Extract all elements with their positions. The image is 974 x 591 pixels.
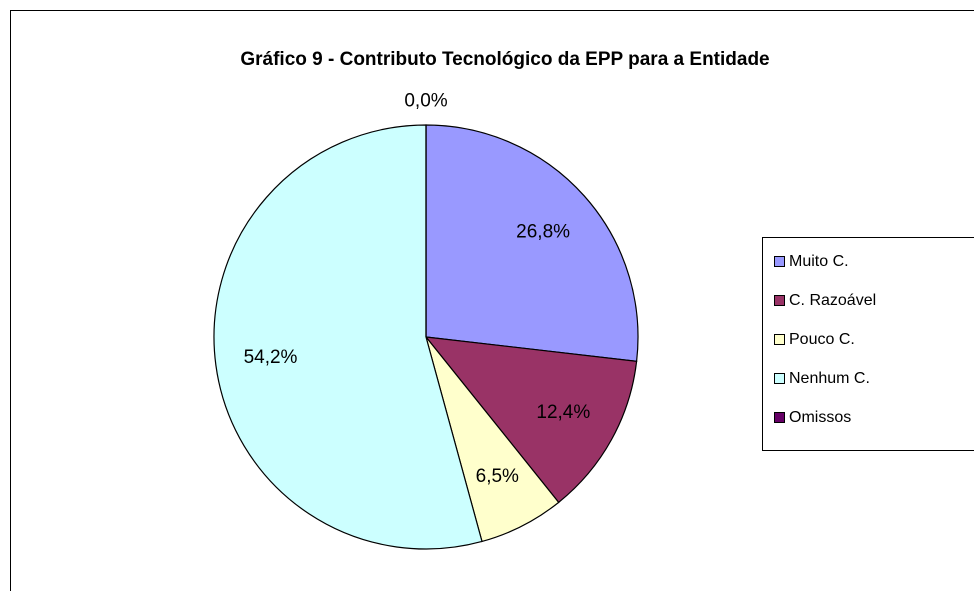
data-label: 26,8%: [516, 222, 570, 243]
legend-swatch: [774, 256, 785, 267]
data-label: 0,0%: [404, 91, 447, 112]
legend-swatch: [774, 334, 785, 345]
chart-title: Gráfico 9 - Contributo Tecnológico da EP…: [240, 49, 769, 70]
legend-swatch: [774, 295, 785, 306]
legend-label: Pouco C.: [789, 331, 855, 348]
legend: [762, 237, 974, 451]
legend-label: Muito C.: [789, 253, 849, 270]
pie-slice: [424, 336, 638, 504]
pie-slice: [425, 124, 639, 362]
legend-swatch: [774, 412, 785, 423]
data-label: 54,2%: [244, 347, 298, 368]
legend-label: Nenhum C.: [789, 370, 870, 387]
pie-slice: [213, 124, 483, 550]
data-label: 12,4%: [536, 402, 590, 423]
legend-label: Omissos: [789, 409, 851, 426]
legend-label: C. Razoável: [789, 292, 876, 309]
legend-swatch: [774, 373, 785, 384]
data-label: 6,5%: [476, 466, 519, 487]
